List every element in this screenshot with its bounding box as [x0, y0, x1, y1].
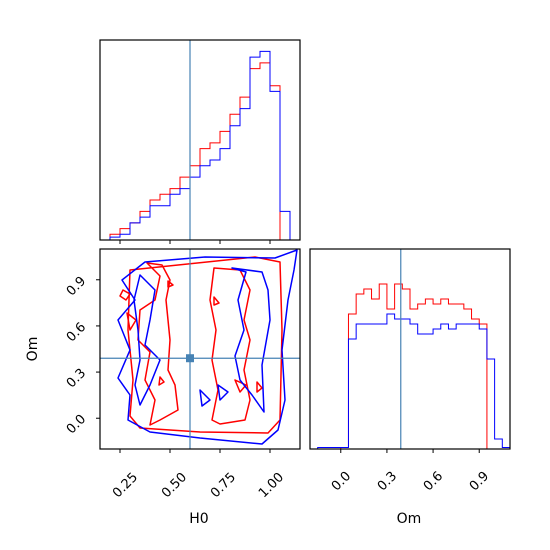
x-axis-label-h0: H0: [189, 511, 208, 527]
contour-blue-0: [117, 249, 298, 445]
contour-layer: [117, 249, 298, 445]
x-tick-label: 0.3: [375, 469, 400, 494]
contour-h0-om-panel: [96, 248, 301, 453]
contour-red-3: [119, 289, 131, 301]
contour-red-5: [167, 280, 174, 288]
x-tick-label: 0.6: [421, 469, 446, 494]
contour-red-6: [213, 296, 220, 306]
panel-frame: [99, 39, 301, 241]
y-tick-label: 0.3: [64, 366, 89, 391]
panel-frame: [309, 248, 511, 450]
y-tick-label: 0.9: [64, 274, 89, 299]
contour-blue-4: [217, 384, 229, 401]
y-tick-label: 0.0: [64, 412, 89, 437]
x-tick-label: 0.50: [159, 470, 190, 501]
contour-blue-2: [231, 267, 271, 413]
histogram-series-1: [317, 313, 511, 449]
x-axis-label-om: Om: [397, 511, 422, 527]
contour-red-8: [256, 381, 263, 393]
hist-h0-panel: [99, 39, 301, 244]
y-tick-label: 0.6: [64, 320, 89, 345]
histogram-series-0: [109, 62, 290, 241]
panel-frame: [99, 248, 301, 450]
x-tick-label: 0.75: [208, 470, 239, 501]
contour-red-4: [126, 312, 137, 331]
x-tick-label: 1.00: [256, 470, 287, 501]
contour-red-0: [127, 256, 283, 434]
x-tick-labels-om: 0.0 0.3 0.6 0.9: [329, 469, 492, 494]
contour-red-9: [234, 379, 247, 393]
x-tick-label: 0.0: [329, 469, 354, 494]
contour-blue-3: [199, 389, 211, 407]
y-tick-labels-om: 0.0 0.3 0.6 0.9: [64, 274, 89, 437]
contour-red-1: [137, 262, 179, 426]
contour-red-2: [209, 267, 251, 425]
x-tick-label: 0.25: [110, 470, 141, 501]
y-axis-label-om: Om: [25, 337, 41, 362]
histogram-series-1: [109, 50, 291, 240]
truth-marker: [186, 354, 194, 363]
contour-red-7: [158, 376, 165, 386]
histogram-series-0: [317, 283, 510, 450]
x-tick-label: 0.9: [467, 469, 492, 494]
contour-blue-1: [133, 274, 161, 406]
x-tick-labels-h0: 0.25 0.50 0.75 1.00: [110, 470, 287, 501]
hist-om-panel: [309, 248, 511, 453]
